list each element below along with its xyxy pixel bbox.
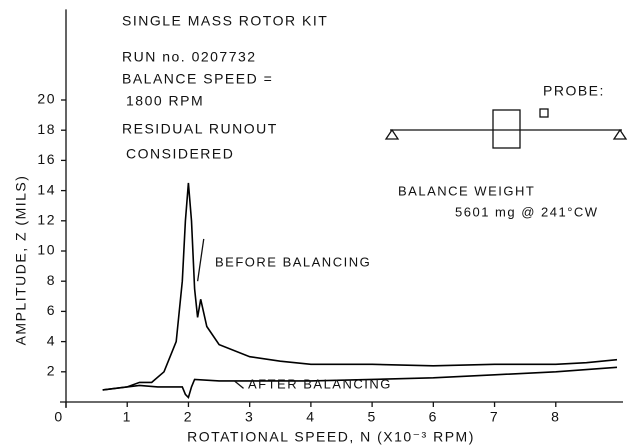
support [384, 128, 400, 140]
x-tick-label: 0 [54, 409, 63, 425]
rotor-diagram [384, 108, 628, 149]
probe [539, 108, 549, 118]
x-tick-label: 6 [429, 409, 438, 425]
series-label: BEFORE BALANCING [215, 254, 371, 269]
x-axis-label: ROTATIONAL SPEED, N (X10⁻³ RPM) [187, 429, 475, 445]
series-label: AFTER BALANCING [248, 376, 392, 391]
y-tick-label: 14 [37, 181, 56, 197]
y-tick-label: 4 [47, 332, 56, 348]
y-tick-label: 12 [37, 212, 56, 228]
y-tick-label: 2 [47, 363, 56, 379]
y-axis-label: AMPLITUDE, Z (MILS) [13, 175, 29, 346]
annotation: RESIDUAL RUNOUT [122, 121, 278, 137]
annotation: RUN no. 0207732 [122, 49, 257, 65]
data-line [102, 366, 618, 400]
y-tick-label: 6 [47, 302, 56, 318]
annotation: SINGLE MASS ROTOR KIT [122, 13, 328, 29]
annotation: 1800 RPM [126, 93, 204, 109]
annotation: CONSIDERED [126, 146, 234, 162]
y-tick-label: 10 [37, 242, 56, 258]
y-tick-label: 18 [37, 121, 56, 137]
rotor-mass [492, 109, 521, 149]
y-tick-label: 8 [47, 272, 56, 288]
y-tick-label: 20 [37, 91, 56, 107]
x-tick-label: 8 [551, 409, 560, 425]
annotation: BALANCE WEIGHT [398, 183, 535, 198]
y-tick-label: 16 [37, 151, 56, 167]
x-tick-label: 3 [245, 409, 254, 425]
annotation: 5601 mg @ 241°CW [455, 204, 599, 219]
label-pointer [233, 380, 244, 389]
data-line [102, 182, 618, 391]
annotation: PROBE: [543, 83, 605, 99]
annotation: BALANCE SPEED = [122, 71, 273, 87]
x-tick-label: 2 [184, 409, 193, 425]
x-tick-label: 1 [123, 409, 132, 425]
x-tick-label: 4 [306, 409, 315, 425]
support [612, 128, 628, 140]
label-pointer [196, 238, 205, 282]
x-tick-label: 7 [490, 409, 499, 425]
x-tick-label: 5 [367, 409, 376, 425]
